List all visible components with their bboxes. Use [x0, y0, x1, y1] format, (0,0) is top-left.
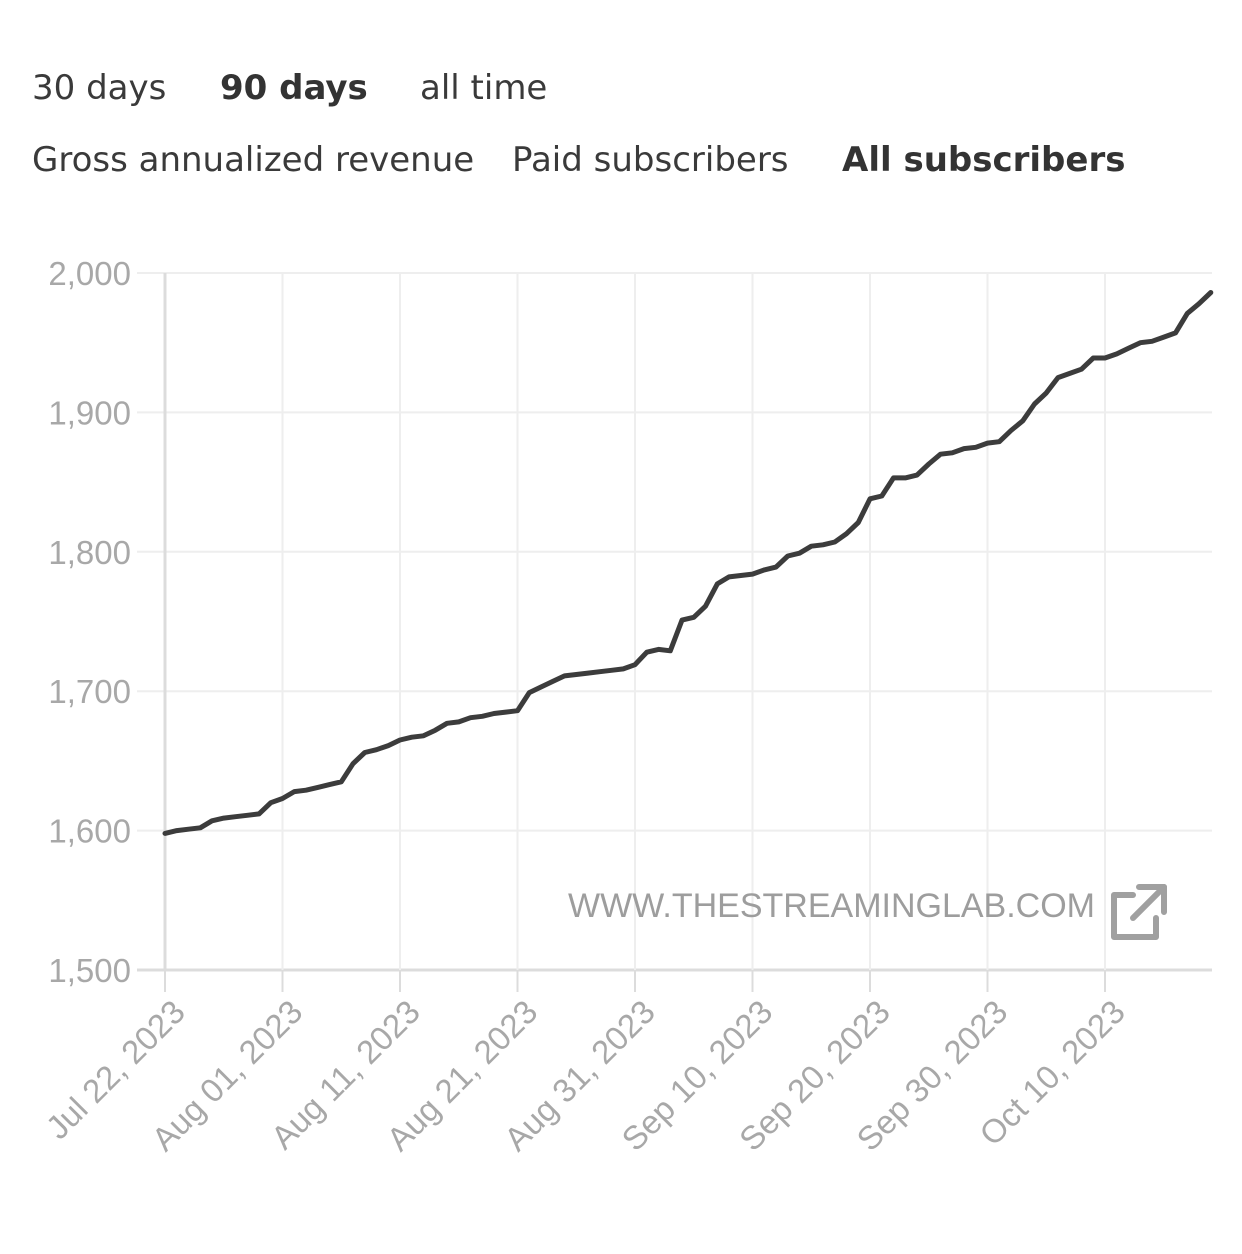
- y-tick-label: 1,700: [48, 673, 131, 710]
- y-tick-label: 1,800: [48, 534, 131, 571]
- tab-all-subscribers[interactable]: All subscribers: [842, 140, 1126, 180]
- external-link-icon[interactable]: [1111, 884, 1167, 940]
- metric-tabs: Gross annualized revenue Paid subscriber…: [0, 135, 1242, 185]
- range-tabs: 30 days 90 days all time: [0, 63, 1242, 113]
- y-tick-label: 2,000: [48, 255, 131, 292]
- series-line: [162, 290, 1214, 836]
- tab-90-days[interactable]: 90 days: [220, 68, 368, 108]
- tab-all-time[interactable]: all time: [420, 68, 548, 108]
- tab-paid-subscribers[interactable]: Paid subscribers: [512, 140, 789, 180]
- axis-layer: [163, 273, 1106, 992]
- watermark-text: WWW.THESTREAMINGLAB.COM: [568, 887, 1095, 925]
- grid-layer: [137, 272, 1212, 972]
- series-layer: [162, 290, 1214, 836]
- y-tick-label: 1,500: [48, 952, 131, 989]
- tab-30-days[interactable]: 30 days: [32, 68, 167, 108]
- y-tick-label: 1,600: [48, 813, 131, 850]
- watermark: WWW.THESTREAMINGLAB.COM: [568, 884, 1167, 940]
- y-tick-labels: 1,500 1,600 1,700 1,800 1,900 2,000: [48, 255, 131, 989]
- tab-gross-annualized-revenue[interactable]: Gross annualized revenue: [32, 140, 475, 180]
- y-tick-label: 1,900: [48, 394, 131, 431]
- subscribers-line-chart: WWW.THESTREAMINGLAB.COM 1,5001,6001,7001…: [39, 255, 1214, 1158]
